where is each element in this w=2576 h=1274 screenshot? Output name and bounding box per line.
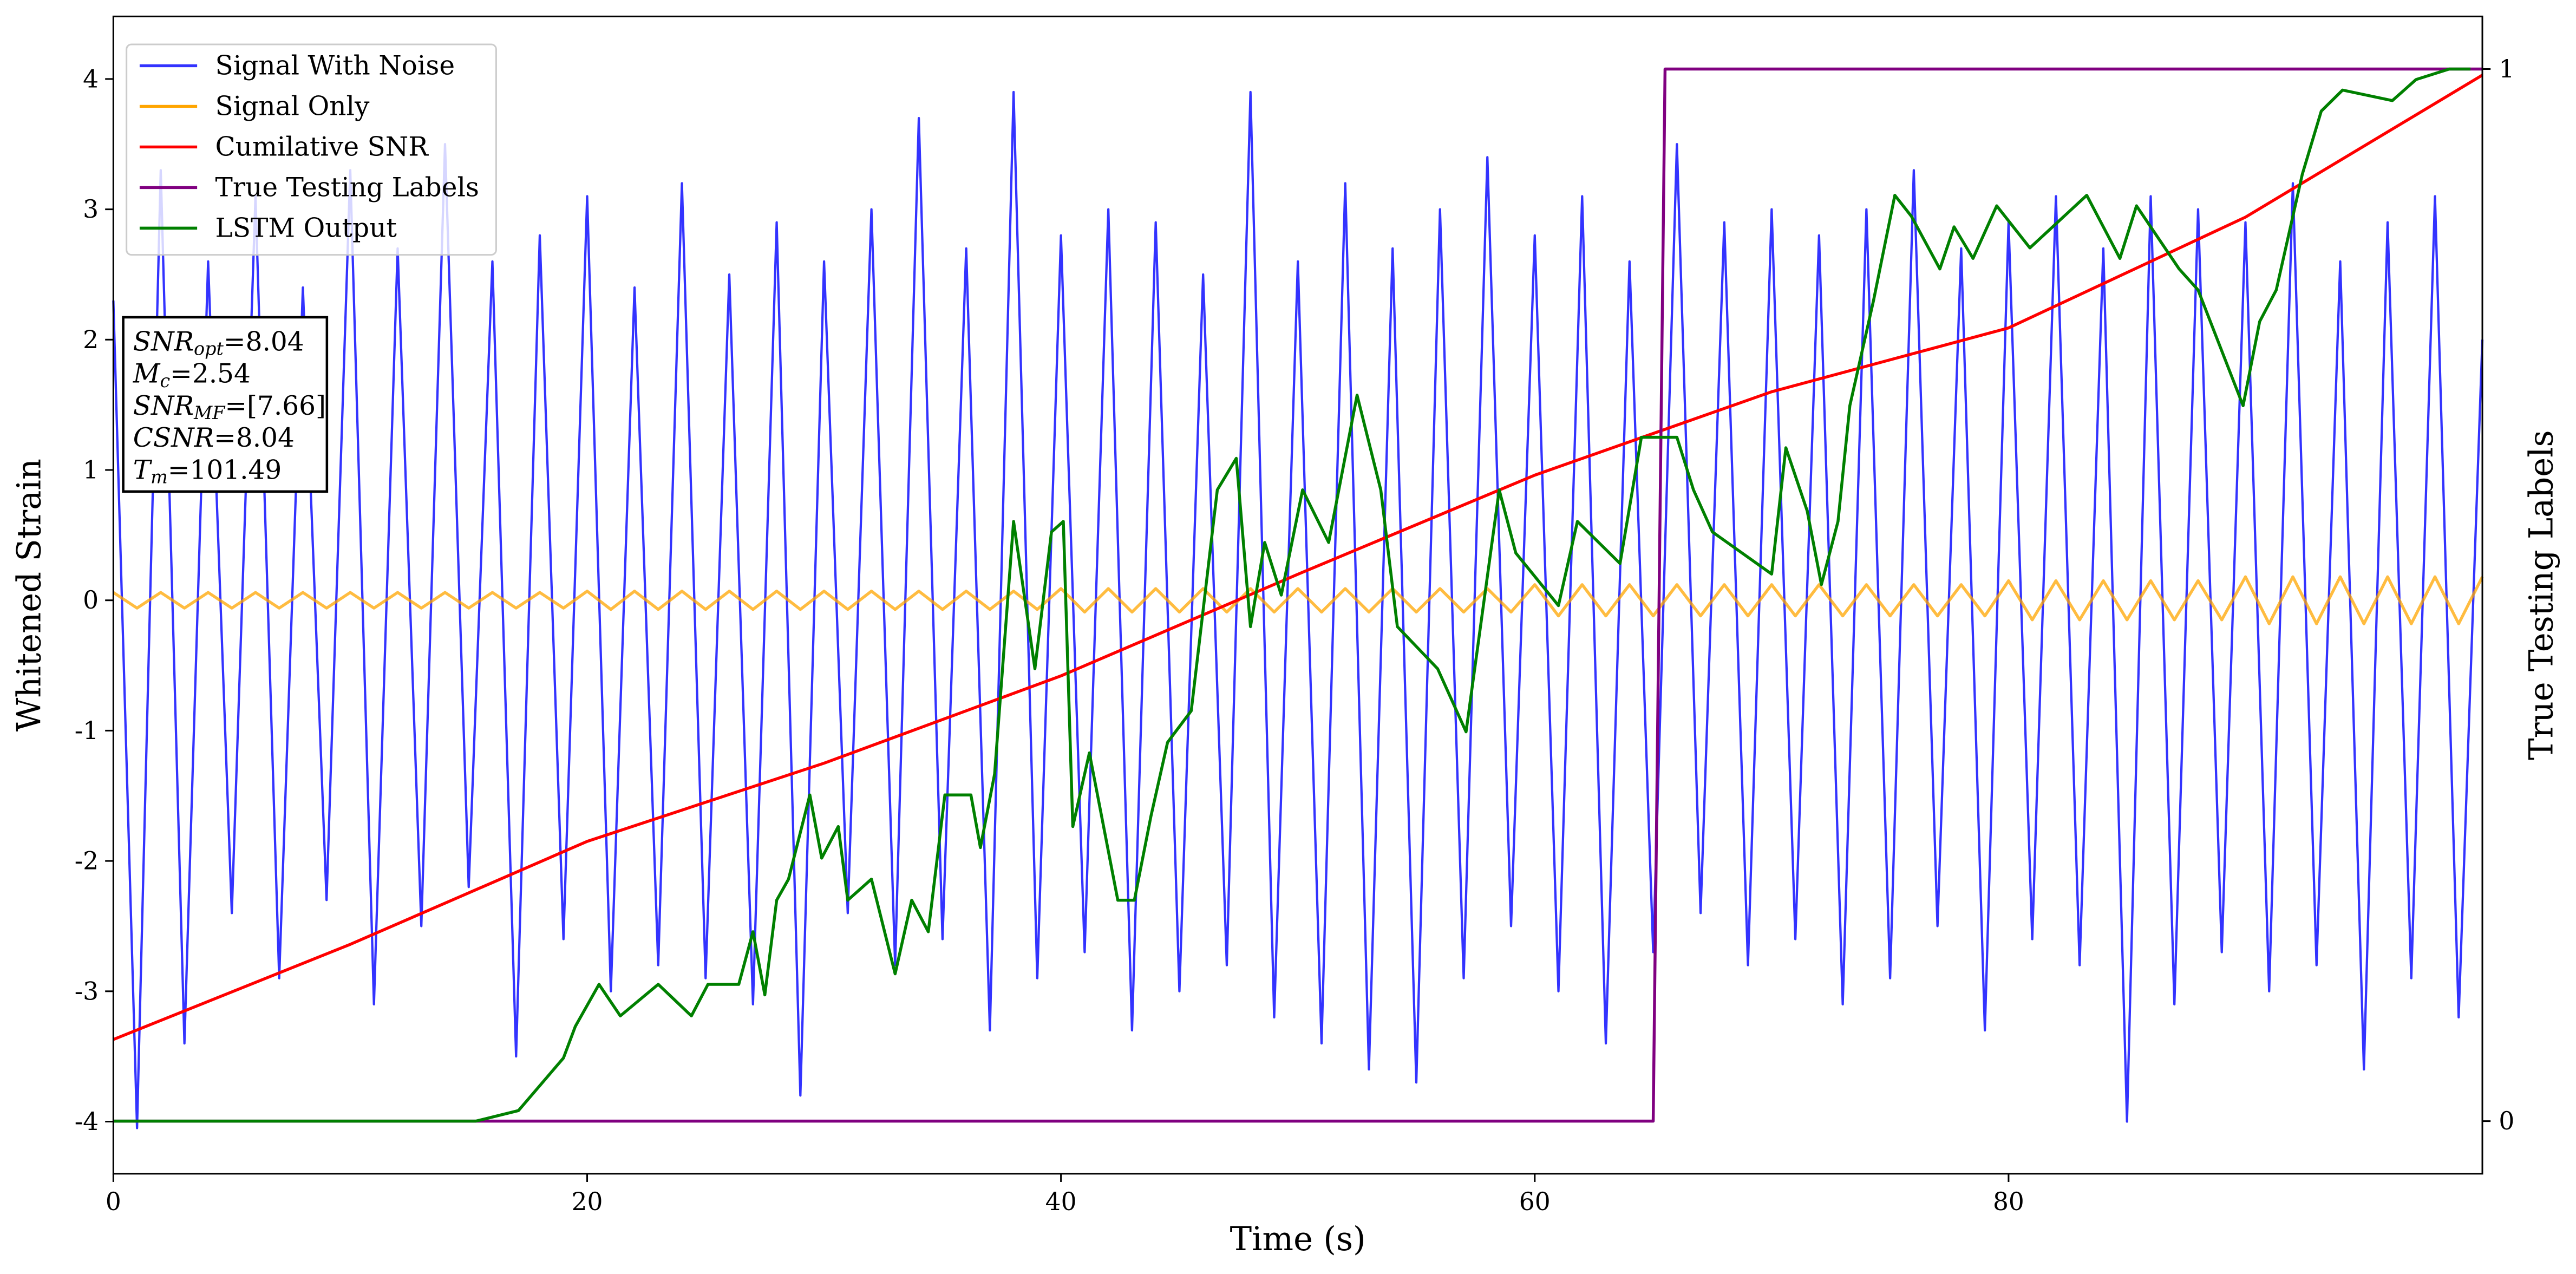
annotation-subscript: m — [151, 466, 168, 487]
legend: Signal With Noise Signal Only Cumilative S… — [126, 43, 497, 256]
series-line — [113, 67, 2471, 1123]
series-line — [112, 90, 2484, 1129]
series-line — [113, 67, 2483, 1123]
legend-label: Signal With Noise — [215, 50, 455, 81]
axes-frame — [112, 15, 2483, 1175]
annotation-subscript: opt — [194, 338, 224, 359]
y2-tick-label: 1 — [2499, 55, 2514, 83]
annotation-text: =8.04 — [224, 327, 304, 357]
annotation-subscript: MF — [193, 402, 226, 423]
annotation-symbol: T — [133, 455, 153, 485]
series-line — [112, 575, 2484, 625]
annotation-text: =[7.66] — [225, 391, 326, 421]
y-tick-label: 1 — [83, 455, 99, 484]
annotation-symbol: CSNR — [133, 423, 214, 453]
y-tick-label: -3 — [75, 977, 99, 1005]
annotation-line: Tm=101.49 — [133, 455, 282, 487]
legend-label: LSTM Output — [215, 213, 397, 243]
y-tick-label: -4 — [75, 1107, 99, 1136]
annotation-line: Mc=2.54 — [133, 359, 251, 391]
annotation-box: SNRopt=8.04Mc=2.54SNRMF=[7.66]CSNR=8.04T… — [122, 316, 329, 493]
y2-tick-label: 0 — [2499, 1107, 2514, 1135]
x-tick-label: 20 — [572, 1187, 603, 1216]
annotation-line: SNRMF=[7.66] — [133, 391, 326, 423]
annotation-symbol: SNR — [133, 391, 194, 421]
annotation-subscript: c — [160, 370, 170, 391]
y-tick-label: -2 — [75, 847, 99, 876]
y-tick-label: 0 — [83, 586, 99, 615]
annotation-frame — [122, 316, 329, 493]
legend-label: Cumilative SNR — [215, 132, 429, 162]
y-axis-label: Whitened Strain — [11, 459, 49, 731]
x-tick-label: 40 — [1045, 1187, 1077, 1216]
x-tick-label: 0 — [106, 1187, 121, 1216]
plot-area — [112, 67, 2484, 1129]
y-tick-label: 4 — [83, 64, 99, 93]
annotation-text: =2.54 — [170, 359, 251, 389]
series-line — [113, 74, 2483, 1041]
legend-label: Signal Only — [215, 91, 370, 121]
x-axis-label: Time (s) — [1230, 1220, 1366, 1258]
x-tick-label: 60 — [1519, 1187, 1551, 1216]
x-tick-label: 80 — [1993, 1187, 2024, 1216]
annotation-symbol: SNR — [133, 327, 194, 357]
annotation-line: SNRopt=8.04 — [133, 327, 304, 360]
legend-label: True Testing Labels — [215, 172, 479, 202]
y-tick-label: 2 — [83, 325, 99, 354]
y2-axis-label: True Testing Labels — [2522, 430, 2560, 760]
y-tick-label: 3 — [83, 195, 99, 224]
legend-frame — [126, 43, 497, 256]
annotation-line: CSNR=8.04 — [133, 423, 295, 453]
annotation-symbol: M — [133, 359, 161, 389]
y-tick-label: -1 — [75, 716, 99, 745]
annotation-text: =8.04 — [214, 423, 295, 453]
annotation-text: =101.49 — [168, 455, 282, 485]
